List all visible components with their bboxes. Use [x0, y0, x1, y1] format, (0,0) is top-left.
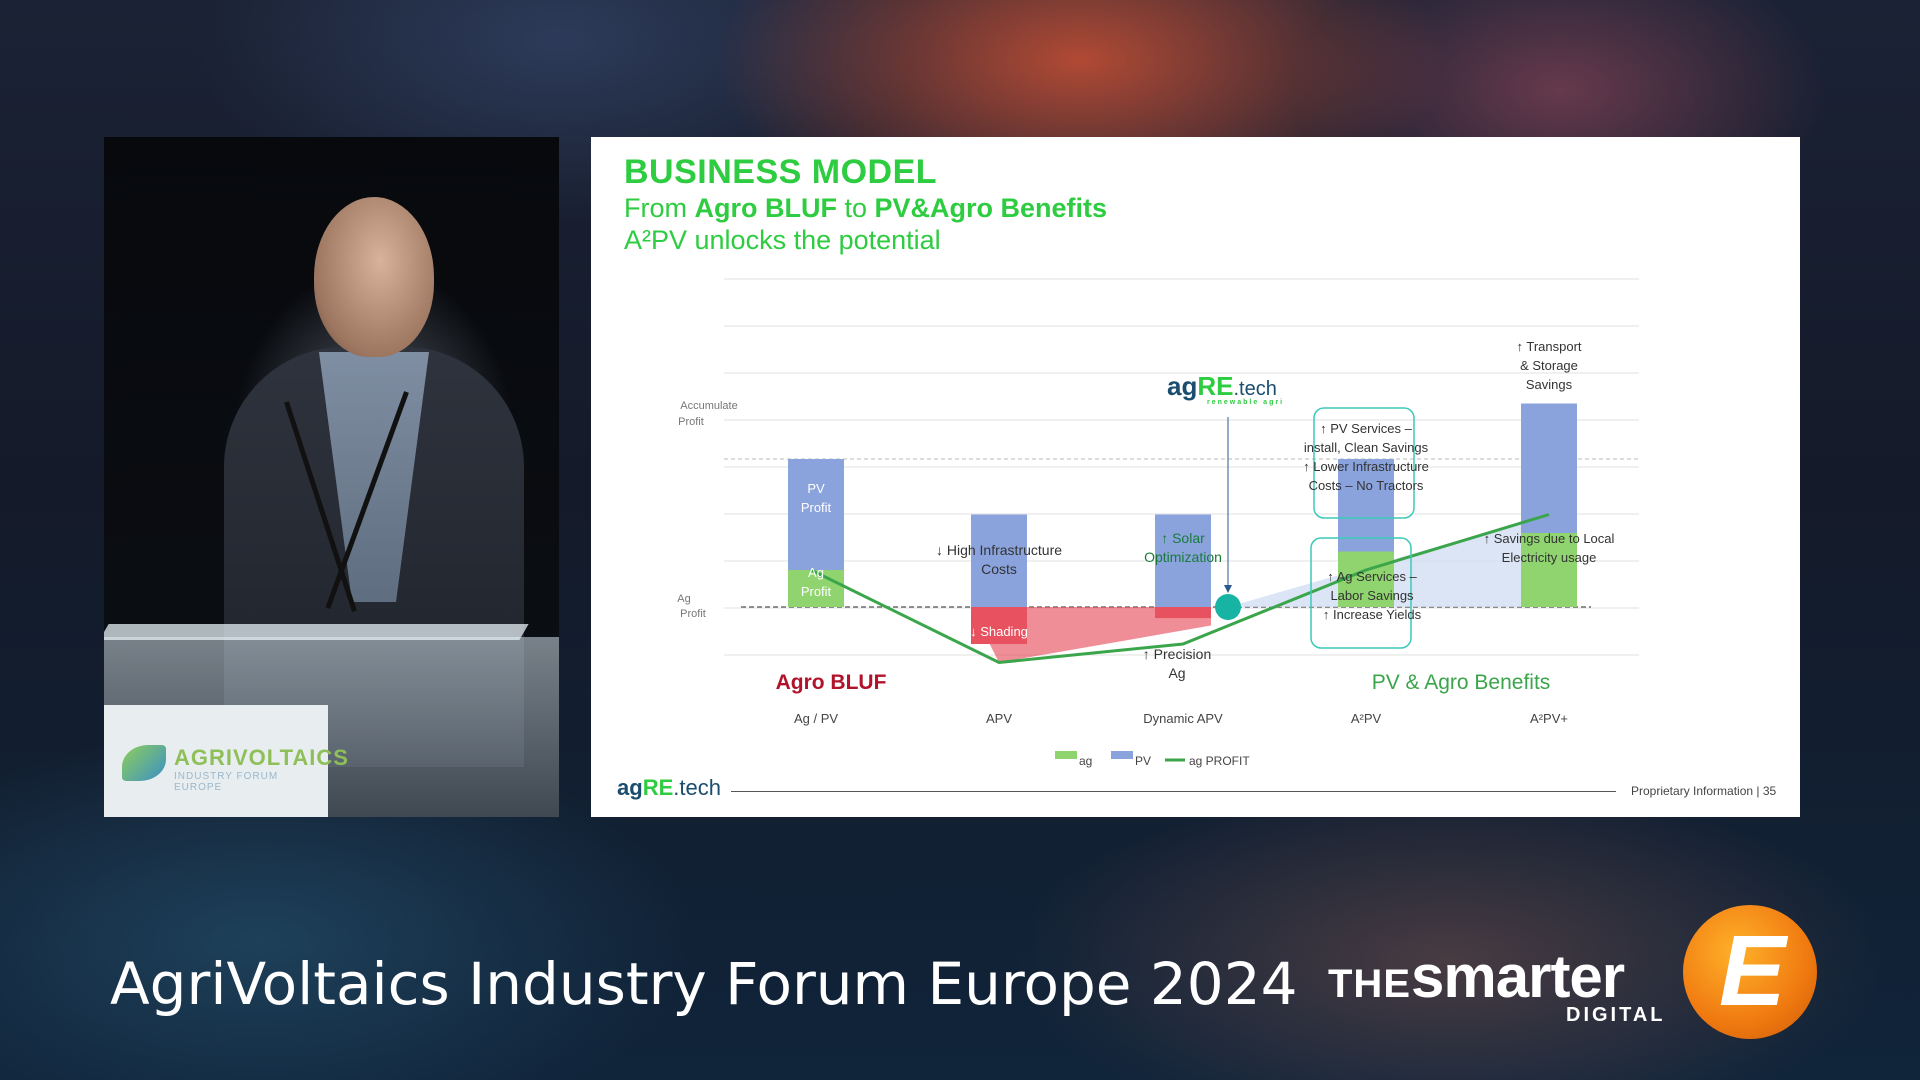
annotation-precision-ag: ↑ Precision: [1143, 646, 1211, 662]
lectern-sign-line1: AGRIVOLTAICS: [174, 745, 349, 770]
annotation-local-electricity: Electricity usage: [1502, 550, 1597, 565]
brand-the: THE: [1328, 962, 1411, 1006]
brand-digital: DIGITAL: [1566, 1004, 1666, 1026]
pv-bar: [1155, 514, 1211, 607]
agretech-logo-footer: agRE.tech: [617, 775, 721, 801]
annotation-pv-services: Costs – No Tractors: [1309, 478, 1424, 493]
agretech-logo-center: agRE.tech renewable agri: [1167, 371, 1282, 406]
category-label: APV: [986, 711, 1012, 726]
logo-ag: ag: [1167, 371, 1198, 401]
annotation-shading: ↓ Shading: [970, 624, 1028, 639]
footer-divider: [731, 791, 1616, 792]
agro-bluf-area: [844, 607, 1211, 663]
business-model-chart: Ag / PV APV Dynamic APV A²PV A²PV+ Accumulate…: [677, 278, 1639, 768]
annotation-solar-optimization: Optimization: [1144, 549, 1222, 565]
y-label-accumulate-profit: Profit: [678, 416, 704, 428]
ag-services-box: [1310, 537, 1412, 649]
lectern-sign-line2: INDUSTRY FORUM EUROPE: [174, 771, 279, 793]
logo-tech: .tech: [1233, 378, 1277, 400]
annotation-solar-optimization: ↑ Solar: [1161, 530, 1205, 546]
category-label: A²PV: [1351, 711, 1382, 726]
section-label-pv-agro-benefits: PV & Agro Benefits: [1372, 671, 1551, 694]
pv-bar: [971, 514, 1027, 607]
benefit-area: [1228, 514, 1577, 607]
annotation-ag-services: ↑ Increase Yields: [1323, 607, 1422, 622]
presentation-slide: BUSINESS MODEL From Agro BLUF to PV&Agro…: [591, 137, 1800, 817]
annotation-ag-profit: Profit: [801, 584, 832, 599]
legend-label: ag PROFIT: [1189, 754, 1250, 768]
forum-logo-icon: [122, 745, 166, 781]
subtitle-mid: to: [836, 193, 875, 223]
profit-marker: [1215, 594, 1241, 620]
legend-label: ag: [1079, 754, 1092, 768]
annotation-transport: ↑ Transport: [1516, 339, 1581, 354]
pv-bar: [1338, 459, 1394, 552]
annotation-transport: Savings: [1526, 377, 1573, 392]
pv-bar: [788, 459, 844, 570]
marker-arrow-head: [1224, 585, 1232, 593]
brand-wordmark: THEsmarter: [1328, 942, 1625, 1011]
slide-title: BUSINESS MODEL: [624, 153, 938, 191]
annotation-ag-profit: Ag: [808, 565, 824, 580]
category-label: Ag / PV: [794, 711, 838, 726]
legend-swatch: [1055, 751, 1077, 759]
subtitle-prefix: From: [624, 193, 695, 223]
section-label-agro-bluf: Agro BLUF: [776, 671, 887, 694]
annotation-pv-services: ↑ Lower Infrastructure: [1303, 459, 1429, 474]
lectern-sign: AGRIVOLTAICS INDUSTRY FORUM EUROPE: [104, 705, 348, 817]
annotation-precision-ag: Ag: [1168, 665, 1185, 681]
y-label-ag-profit: Ag: [677, 593, 690, 605]
annotation-pv-services: ↑ PV Services –: [1320, 421, 1413, 436]
speaker-head: [314, 197, 434, 357]
ag-profit-line: [810, 513, 1550, 665]
annotation-ag-services: Labor Savings: [1330, 588, 1414, 603]
logo-tech: .tech: [673, 775, 721, 800]
logo-tagline: renewable agri: [1207, 399, 1285, 406]
logo-re: RE: [1197, 371, 1234, 401]
ag-bar: [788, 570, 844, 607]
ag-bar: [1521, 533, 1577, 607]
subtitle-bold-2: PV&Agro Benefits: [874, 193, 1108, 223]
logo-re: RE: [642, 775, 674, 800]
pv-services-box: [1313, 407, 1415, 519]
brand-mark-letter: E: [1719, 915, 1786, 1027]
ag-loss-bar: [971, 607, 1027, 644]
y-label-ag-profit: Profit: [680, 608, 706, 620]
annotation-ag-services: ↑ Ag Services –: [1327, 569, 1417, 584]
subtitle-bold-1: Agro BLUF: [694, 193, 837, 223]
brand-logo-icon: E: [1683, 905, 1817, 1039]
lectern-top: [104, 624, 529, 640]
legend-label: PV: [1135, 754, 1151, 768]
pv-bar: [1521, 403, 1577, 533]
logo-ag: ag: [617, 775, 643, 800]
annotation-pv-profit: Profit: [801, 500, 832, 515]
annotation-high-infrastructure: Costs: [981, 561, 1017, 577]
annotation-pv-services: install, Clean Savings: [1304, 440, 1429, 455]
ag-loss-bar: [1155, 607, 1211, 619]
annotation-transport: & Storage: [1520, 358, 1578, 373]
ag-bar: [1338, 551, 1394, 607]
annotation-high-infrastructure: ↓ High Infrastructure: [936, 542, 1062, 558]
footer-proprietary-text: Proprietary Information | 35: [1631, 784, 1777, 798]
speaker-video-panel: AGRIVOLTAICS INDUSTRY FORUM EUROPE: [104, 137, 559, 817]
slide-subtitle-2: A²PV unlocks the potential: [624, 225, 941, 255]
annotation-local-electricity: ↑ Savings due to Local: [1484, 531, 1615, 546]
slide-subtitle: From Agro BLUF to PV&Agro Benefits: [624, 193, 1107, 224]
event-title: AgriVoltaics Industry Forum Europe 2024: [110, 950, 1298, 1018]
y-label-accumulate-profit: Accumulate: [680, 400, 737, 412]
category-label: Dynamic APV: [1143, 711, 1223, 726]
legend-swatch: [1111, 751, 1133, 759]
annotation-pv-profit: PV: [807, 481, 825, 496]
brand-smarter: smarter: [1411, 943, 1625, 1010]
category-label: A²PV+: [1530, 711, 1568, 726]
